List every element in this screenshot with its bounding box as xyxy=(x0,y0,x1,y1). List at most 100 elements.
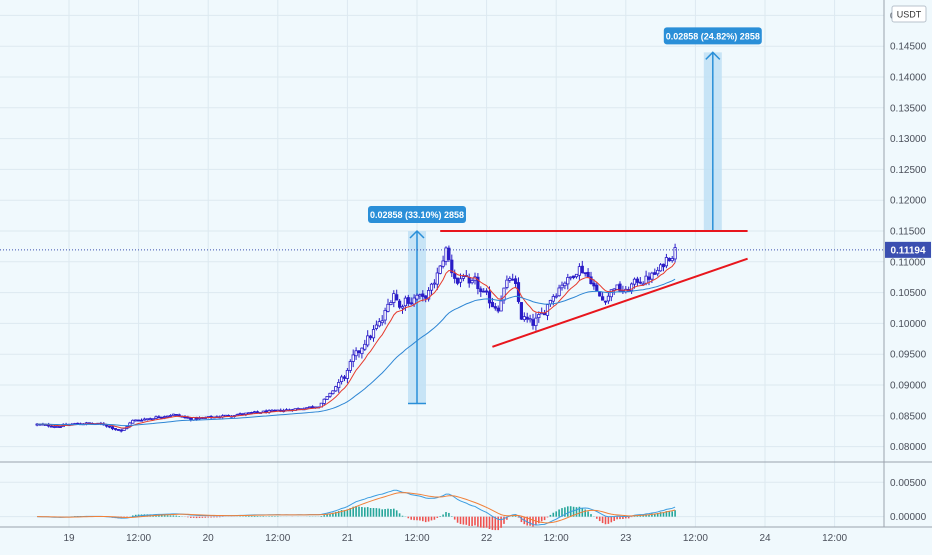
candle-body xyxy=(308,406,312,409)
measure-1-label: 0.02858 (33.10%) 2858 xyxy=(370,210,464,220)
measure-1-arrowhead xyxy=(409,229,425,239)
candle-body xyxy=(453,273,457,279)
candle-body xyxy=(499,300,503,312)
price-axis[interactable]: 0.150000.145000.140000.135000.130000.125… xyxy=(885,5,931,523)
candle-body xyxy=(255,411,260,414)
price-tick-label: 0.14000 xyxy=(890,73,927,84)
candle-body xyxy=(154,416,158,419)
candle-body xyxy=(189,417,193,421)
candle-body xyxy=(554,295,558,298)
candle-body xyxy=(389,302,393,305)
time-tick-label: 24 xyxy=(759,533,771,544)
candle-body xyxy=(569,276,573,279)
candle-body xyxy=(455,277,460,284)
candle-body xyxy=(635,278,640,283)
measure-tools[interactable] xyxy=(408,51,722,405)
candle-body xyxy=(174,414,178,416)
candle-body xyxy=(653,272,657,275)
candle-body xyxy=(482,290,486,293)
candlestick-series xyxy=(35,243,677,433)
candle-body xyxy=(374,324,379,329)
candle-body xyxy=(514,278,518,284)
candle-body xyxy=(659,264,663,272)
time-tick-label: 22 xyxy=(481,533,493,544)
candle-body xyxy=(165,415,170,418)
candle-body xyxy=(110,426,115,430)
candle-body xyxy=(305,407,309,410)
triangle-pattern[interactable] xyxy=(0,230,884,348)
candle-body xyxy=(351,354,355,362)
candle-body xyxy=(334,386,338,392)
measure-2-label: 0.02858 (24.82%) 2858 xyxy=(666,31,760,41)
candle-body xyxy=(429,283,434,291)
candle-body xyxy=(55,426,60,428)
candle-body xyxy=(650,272,654,280)
candle-body xyxy=(444,247,448,262)
candle-body xyxy=(595,284,599,292)
candle-body xyxy=(534,317,538,327)
candle-body xyxy=(145,418,149,421)
candle-body xyxy=(667,257,671,262)
support-trendline[interactable] xyxy=(492,257,748,348)
candle-body xyxy=(342,376,347,379)
candle-body xyxy=(551,296,555,302)
macd-indicator-pane xyxy=(37,489,676,531)
candle-body xyxy=(496,307,500,312)
candle-body xyxy=(644,275,648,284)
candle-body xyxy=(563,282,567,287)
price-tick-label: 0.13500 xyxy=(890,103,927,114)
price-tick-label: 0.14500 xyxy=(890,42,927,53)
candle-body xyxy=(348,361,352,371)
candle-body xyxy=(270,409,274,412)
time-tick-label: 12:00 xyxy=(683,533,708,544)
candle-body xyxy=(345,370,350,379)
candle-body xyxy=(673,247,677,260)
price-tick-label: 0.10000 xyxy=(890,319,927,330)
candle-body xyxy=(630,283,634,292)
macd-tick-label: 0.00500 xyxy=(890,478,927,489)
candle-body xyxy=(392,293,396,303)
candle-body xyxy=(406,297,410,304)
measure-2-arrowhead xyxy=(705,51,721,60)
candle-body xyxy=(435,272,439,285)
candle-body xyxy=(441,260,445,267)
time-axis[interactable]: 19 12:00 20 12:00 21 12:00 22 12:00 23 12:00 24 12:… xyxy=(63,533,847,544)
candle-body xyxy=(409,302,413,305)
candle-body xyxy=(589,276,593,285)
candle-body xyxy=(470,280,474,284)
candle-body xyxy=(360,347,364,355)
candle-body xyxy=(108,425,112,428)
candle-body xyxy=(487,291,492,304)
macd-line xyxy=(37,489,676,526)
candle-body xyxy=(548,300,553,305)
candle-body xyxy=(113,428,117,430)
candle-body xyxy=(601,296,605,301)
candle-body xyxy=(250,412,254,414)
candle-body xyxy=(525,316,529,320)
price-tick-label: 0.10500 xyxy=(890,288,927,299)
candle-body xyxy=(484,290,489,293)
time-tick-label: 12:00 xyxy=(126,533,151,544)
candle-body xyxy=(421,293,425,297)
price-tick-label: 0.08500 xyxy=(890,411,927,422)
measure-1-label-bg xyxy=(368,206,466,223)
candle-body xyxy=(400,306,405,309)
moving-average-lines xyxy=(37,262,676,429)
currency-badge[interactable] xyxy=(891,5,927,23)
candle-body xyxy=(502,287,506,301)
candle-body xyxy=(252,411,257,414)
candle-body xyxy=(142,418,146,421)
candle-body xyxy=(586,271,590,277)
candle-body xyxy=(638,281,642,284)
candle-body xyxy=(426,290,431,300)
time-tick-label: 12:00 xyxy=(265,533,290,544)
candle-body xyxy=(148,418,152,420)
candle-body xyxy=(368,335,373,339)
candle-body xyxy=(661,263,666,268)
candle-body xyxy=(418,294,422,297)
candle-body xyxy=(50,425,54,428)
candle-body xyxy=(545,304,550,316)
candle-body xyxy=(476,276,480,290)
